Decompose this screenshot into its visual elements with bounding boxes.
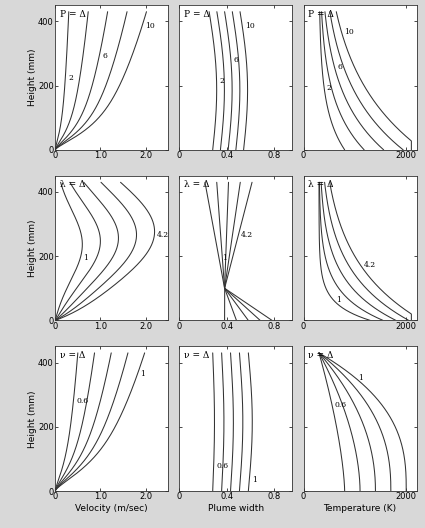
Text: 4.2: 4.2	[363, 261, 375, 269]
Y-axis label: Height (mm): Height (mm)	[28, 49, 37, 106]
Text: 1: 1	[358, 374, 363, 382]
Y-axis label: Height (mm): Height (mm)	[28, 390, 37, 448]
Text: 0.6: 0.6	[335, 401, 347, 409]
X-axis label: Temperature (K): Temperature (K)	[323, 504, 397, 513]
Text: P = Δ: P = Δ	[184, 10, 210, 18]
Text: 0.6: 0.6	[216, 462, 229, 470]
Text: 4.2: 4.2	[157, 231, 169, 239]
Text: ν = Δ: ν = Δ	[60, 351, 85, 360]
Text: λ = Δ: λ = Δ	[60, 180, 85, 189]
Text: P = Δ: P = Δ	[308, 10, 334, 18]
Text: λ = Δ: λ = Δ	[308, 180, 334, 189]
X-axis label: Plume width: Plume width	[208, 504, 264, 513]
Text: 1: 1	[140, 370, 145, 378]
Text: 2: 2	[68, 74, 73, 82]
Text: 1: 1	[83, 254, 88, 262]
Text: 6: 6	[102, 52, 107, 60]
Text: λ = Δ: λ = Δ	[184, 180, 210, 189]
Text: 6: 6	[337, 63, 342, 71]
Text: 2: 2	[219, 77, 224, 85]
Text: P = Δ: P = Δ	[60, 10, 86, 18]
Text: 10: 10	[145, 22, 155, 30]
Text: 10: 10	[344, 29, 354, 36]
Text: ν = Δ: ν = Δ	[308, 351, 334, 360]
Text: 1: 1	[222, 254, 227, 262]
X-axis label: Velocity (m/sec): Velocity (m/sec)	[75, 504, 148, 513]
Text: 0.6: 0.6	[76, 397, 88, 406]
Text: 1: 1	[252, 476, 257, 484]
Text: 10: 10	[245, 22, 255, 30]
Text: 1: 1	[336, 296, 341, 304]
Text: 4.2: 4.2	[241, 231, 253, 239]
Text: 2: 2	[327, 83, 332, 92]
Y-axis label: Height (mm): Height (mm)	[28, 220, 37, 277]
Text: 6: 6	[234, 56, 238, 64]
Text: ν = Δ: ν = Δ	[184, 351, 210, 360]
